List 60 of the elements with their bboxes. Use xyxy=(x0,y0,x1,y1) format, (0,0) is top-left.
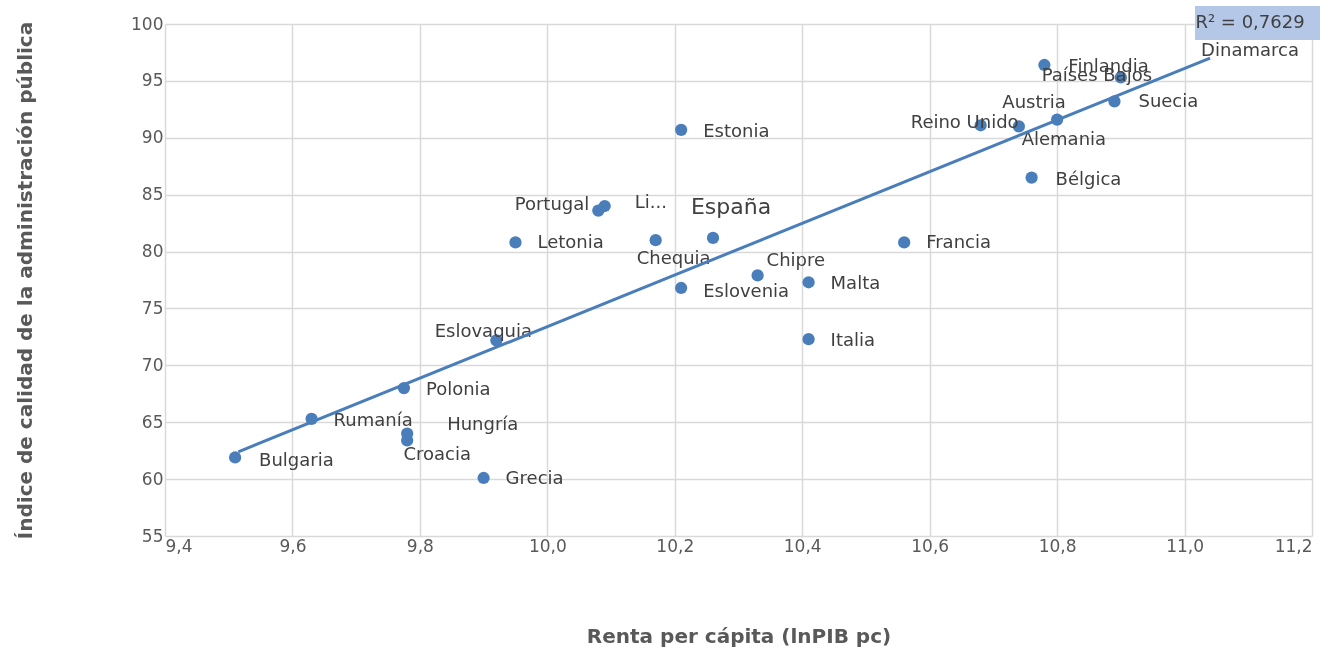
y-axis-title: Índice de calidad de la administración pública xyxy=(13,21,38,540)
y-tick-label: 65 xyxy=(141,411,164,432)
point xyxy=(751,269,764,282)
y-tick-label: 90 xyxy=(141,127,164,148)
y-tick-label: 85 xyxy=(141,184,164,205)
data-label: Austria xyxy=(1002,90,1066,112)
y-tick-label: 70 xyxy=(141,354,164,375)
point xyxy=(706,231,720,245)
x-tick-label: 9,4 xyxy=(165,535,193,556)
data-label: Croacia xyxy=(403,443,471,465)
data-label: Portugal xyxy=(514,192,590,214)
point xyxy=(898,236,911,249)
x-tick-label: 11,2 xyxy=(1274,535,1313,556)
data-label: Estonia xyxy=(703,119,770,141)
point xyxy=(802,276,815,289)
data-label: Malta xyxy=(830,272,881,294)
x-tick-label: 9,8 xyxy=(406,535,434,556)
point xyxy=(649,234,662,247)
x-tick-label: 10,6 xyxy=(911,535,950,556)
data-label: Bulgaria xyxy=(259,449,334,471)
x-tick-label: 10,2 xyxy=(656,535,695,556)
data-label: Polonia xyxy=(425,378,491,400)
data-label: Chequia xyxy=(636,247,711,269)
point xyxy=(228,451,242,464)
x-tick-label: 10,4 xyxy=(783,535,822,556)
data-label: Hungría xyxy=(447,412,519,434)
y-tick-label: 80 xyxy=(141,241,164,262)
point xyxy=(802,333,815,346)
point xyxy=(509,236,522,249)
x-tick-label: 9,6 xyxy=(279,535,307,556)
point xyxy=(1025,171,1038,184)
x-axis-title: Renta per cápita (lnPIB pc) xyxy=(586,623,892,648)
data-label: Chipre xyxy=(766,249,826,271)
x-tick-label: 10,8 xyxy=(1038,535,1077,556)
data-label: Li... xyxy=(634,191,667,213)
data-label: Suecia xyxy=(1138,90,1199,112)
data-label: Francia xyxy=(926,231,991,253)
data-label: Alemania xyxy=(1021,128,1107,150)
y-tick-label: 100 xyxy=(131,13,164,34)
data-label: Italia xyxy=(830,329,876,351)
y-tick-label: 75 xyxy=(141,297,164,318)
x-tick-label: 10,0 xyxy=(528,535,567,556)
point xyxy=(675,123,688,136)
y-tick-label: 95 xyxy=(141,70,164,91)
y-tick-label: 55 xyxy=(141,525,164,546)
x-tick-label: 11,0 xyxy=(1166,535,1204,556)
data-label: España xyxy=(690,193,772,219)
point xyxy=(675,281,688,295)
data-label: Eslovaquia xyxy=(434,320,533,342)
data-label: Rumanía xyxy=(333,408,413,430)
annotation: R² = 0,7629 xyxy=(1195,11,1305,32)
point xyxy=(598,199,611,213)
data-label: Eslovenia xyxy=(703,279,790,301)
y-tick-label: 60 xyxy=(141,468,164,489)
data-label: Bélgica xyxy=(1055,167,1122,189)
data-label: Grecia xyxy=(505,466,564,488)
data-label: Reino Unido xyxy=(910,111,1019,133)
annotation: Dinamarca xyxy=(1201,39,1299,60)
point xyxy=(477,471,490,485)
data-label: Letonia xyxy=(537,231,604,253)
